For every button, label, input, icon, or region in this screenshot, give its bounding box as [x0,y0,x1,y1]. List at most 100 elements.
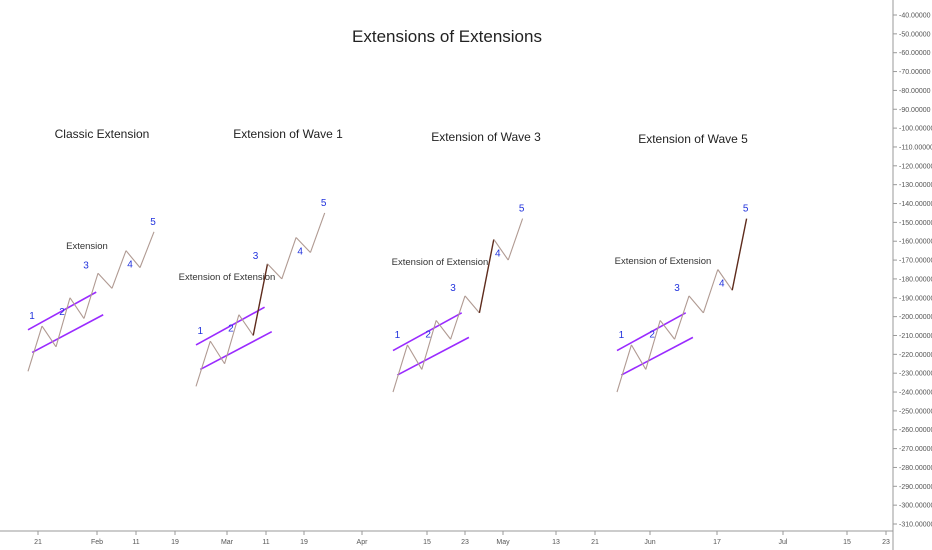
annotation-label: Extension of Extension [392,257,489,268]
y-tick-label: -280.00000 [899,465,932,472]
wave-label-4: 4 [127,260,133,271]
y-tick-label: -270.00000 [899,446,932,453]
wave-segment [139,231,155,268]
wave-label-3: 3 [253,251,259,262]
wave-label-4: 4 [719,279,725,290]
wave-segment [267,263,283,280]
y-tick-label: -80.00000 [899,88,931,95]
wave-label-3: 3 [450,283,456,294]
wave-segment [717,269,733,291]
y-tick-label: -310.00000 [899,522,932,529]
y-tick-label: -130.00000 [899,182,932,189]
channel-upper-line [392,312,463,352]
wave-segment [195,340,211,387]
y-tick-label: -100.00000 [899,126,932,133]
x-tick-label: 11 [132,539,139,546]
panel-title: Extension of Wave 5 [638,132,748,146]
wave-segment [616,344,632,393]
x-tick-label: 11 [262,539,269,546]
x-tick-label: 13 [552,539,560,546]
x-tick-label: 23 [461,539,469,546]
wave-segment [69,297,85,319]
x-tick-label: Apr [357,539,369,546]
wave-label-5: 5 [321,198,327,209]
x-tick-label: Feb [91,539,103,546]
annotation-label: Extension of Extension [615,256,712,267]
y-tick-label: -90.00000 [899,107,931,114]
y-tick-label: -210.00000 [899,333,932,340]
wave-segment [421,320,437,370]
wave-label-1: 1 [29,311,35,322]
wave-segment [281,237,297,280]
y-axis: -40.00000 -50.00000 -60.00000 -70.00000 -80.… [892,0,932,550]
wave-label-1: 1 [198,326,204,337]
x-tick-label: 19 [300,539,308,546]
y-tick-label: -290.00000 [899,484,932,491]
wave-segment [55,297,71,347]
wave-label-5: 5 [150,217,156,228]
wave-segment [224,314,240,364]
y-tick-label: -150.00000 [899,220,932,227]
y-tick-label: -160.00000 [899,239,932,246]
x-tick-label: 23 [882,539,890,546]
y-tick-label: -50.00000 [899,31,931,38]
wave-segment [295,237,311,253]
panel-2: Extension of Wave 1 Extension of Extensio… [179,127,343,387]
chart-title: Extensions of Extensions [352,27,542,46]
channel-lower-line [620,336,694,376]
channel-upper-line [616,312,687,352]
wave-segment [97,272,113,289]
wave-segment [630,344,647,370]
wave-segment [83,273,99,319]
wave-segment [464,295,480,314]
x-tick-label: Jul [779,539,788,546]
wave-segment [27,325,43,372]
channel-lower-line [396,336,470,376]
extended-wave-segment [731,218,748,291]
x-tick-label: 15 [843,539,851,546]
wave-segment [688,295,704,314]
panel-title: Classic Extension [55,127,150,141]
wave-segment [41,325,57,348]
panel-3: Extension of Wave 3 Extension of Extensio… [392,130,541,393]
channel-upper-line [195,306,265,346]
x-tick-label: 17 [713,539,721,546]
wave-segment [125,250,141,268]
wave-segment [238,314,254,336]
panel-title: Extension of Wave 1 [233,127,343,141]
panel-4: Extension of Wave 5 Extension of Extensio… [615,132,749,393]
channel-upper-line [27,291,97,331]
x-tick-label: Jun [644,539,655,546]
channel-lower-line [199,331,273,371]
annotation-label: Extension of Extension [179,272,276,283]
wave-label-1: 1 [395,330,401,341]
wave-segment [435,320,452,340]
y-tick-label: -180.00000 [899,276,932,283]
wave-segment [507,218,524,261]
wave-segment [493,239,509,261]
y-tick-label: -170.00000 [899,258,932,265]
y-tick-label: -260.00000 [899,427,932,434]
y-tick-label: -230.00000 [899,371,932,378]
x-tick-label: 21 [591,539,599,546]
wave-label-4: 4 [297,246,303,257]
wave-segment [406,344,423,370]
wave-segment [209,340,226,365]
wave-segment [392,344,408,393]
y-tick-label: -110.00000 [899,144,932,151]
y-tick-label: -220.00000 [899,352,932,359]
wave-label-2: 2 [228,324,234,335]
wave-label-5: 5 [743,204,749,215]
extended-wave-segment [478,239,495,313]
wave-segment [659,320,676,340]
y-tick-label: -190.00000 [899,295,932,302]
wave-label-2: 2 [59,307,65,318]
wave-segment [309,212,326,253]
wave-label-5: 5 [519,204,525,215]
x-tick-label: 15 [423,539,431,546]
wave-label-3: 3 [674,283,680,294]
wave-label-2: 2 [425,329,431,340]
y-tick-label: -240.00000 [899,390,932,397]
x-axis: 21 Feb 11 19 Mar 11 19 Apr 15 23 May 13 21 Jun 17 Jul 15… [0,530,893,546]
